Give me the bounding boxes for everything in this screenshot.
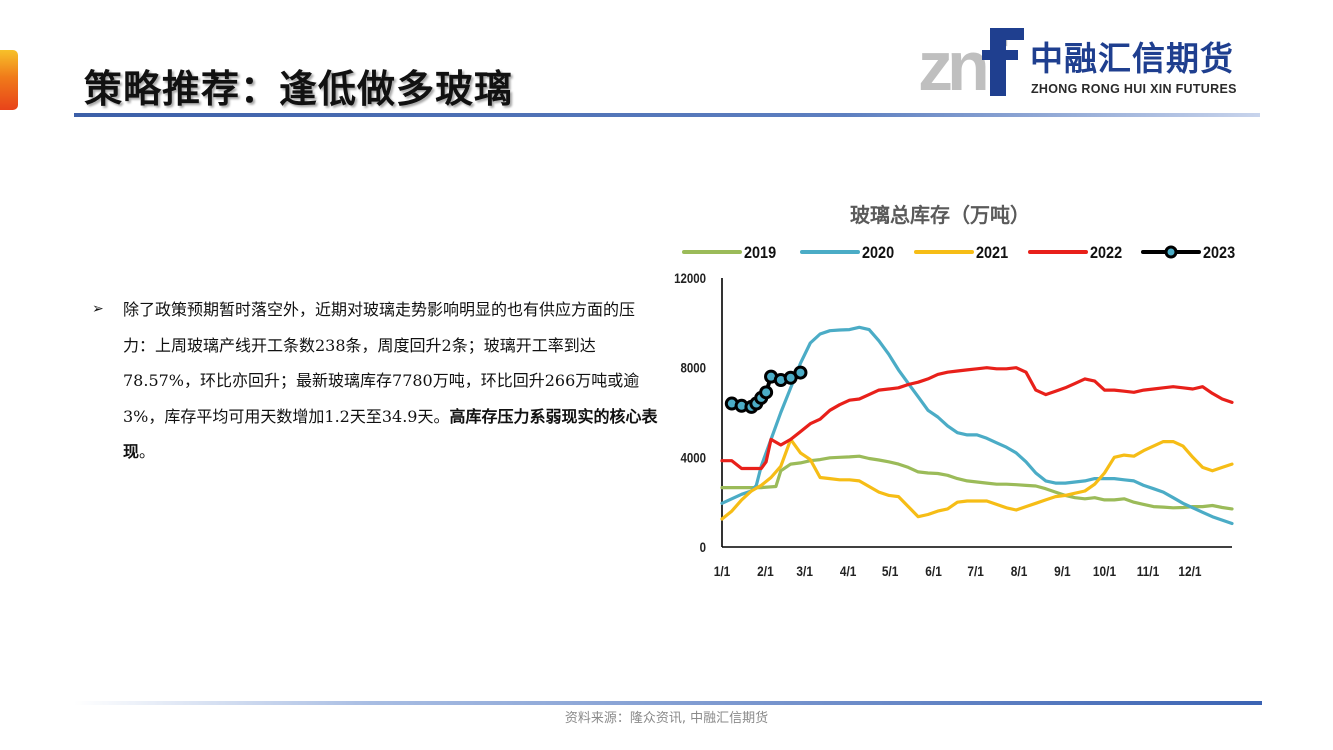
x-tick-label: 6/1 <box>925 563 942 579</box>
x-tick-label: 1/1 <box>714 563 731 579</box>
y-tick-label: 12000 <box>674 270 706 286</box>
series-line-2022 <box>720 366 1234 471</box>
x-tick-label: 4/1 <box>840 563 857 579</box>
legend-label-2022: 2022 <box>1090 244 1122 262</box>
x-tick-label: 7/1 <box>967 563 984 579</box>
y-tick-label: 8000 <box>680 360 706 376</box>
series-line-2020 <box>720 325 1234 526</box>
x-tick-label: 12/1 <box>1178 563 1201 579</box>
znf-logo-icon: znf <box>918 27 1024 100</box>
series-point-2023 <box>759 385 774 400</box>
inventory-line-chart: 0 4000 8000 12000 1/1 2/1 3/1 4/1 5/1 6/1 7/1 8/1 9/… <box>674 244 1235 579</box>
arrow-bullet-icon: ➢ <box>92 301 104 317</box>
x-tick-label: 8/1 <box>1011 563 1028 579</box>
footer-rule <box>74 701 1262 705</box>
logo-company-name-en: ZHONG RONG HUI XIN FUTURES <box>1031 82 1237 96</box>
bullet-point: ➢ 除了政策预期暂时落空外，近期对玻璃走势影响明显的也有供应方面的压力：上周玻璃… <box>92 292 662 470</box>
page-title: 策略推荐：逢低做多玻璃 <box>84 67 514 111</box>
x-tick-label: 9/1 <box>1054 563 1071 579</box>
bullet-text-bold: 高库存压力系弱现实的核心表现 <box>123 406 658 462</box>
legend-label-2020: 2020 <box>862 244 894 262</box>
y-tick-label: 4000 <box>680 449 706 465</box>
x-tick-label: 2/1 <box>757 563 774 579</box>
title-underline <box>74 113 1260 117</box>
x-tick-label: 11/1 <box>1137 563 1159 579</box>
x-tick-label: 10/1 <box>1093 563 1116 579</box>
footer-source: 资料来源：隆众资讯, 中融汇信期货 <box>564 711 769 726</box>
bullet-paragraph: 除了政策预期暂时落空外，近期对玻璃走势影响明显的也有供应方面的压力：上周玻璃产线… <box>123 292 662 470</box>
logo-company-name-cn: 中融汇信期货 <box>1030 39 1234 78</box>
y-tick-label: 0 <box>700 539 706 555</box>
company-logo: znf 中融汇信期货 ZHONG RONG HUI XIN FUTURES <box>918 26 1248 100</box>
legend-label-2021: 2021 <box>976 244 1008 262</box>
bullet-text-end: 。 <box>139 442 156 461</box>
legend-label-2023: 2023 <box>1203 244 1235 262</box>
series-line-2021 <box>720 437 1234 521</box>
header-accent-bar <box>0 50 18 110</box>
chart-title: 玻璃总库存（万吨） <box>850 203 1030 227</box>
legend-label-2019: 2019 <box>744 244 776 262</box>
bullet-text-regular: 除了政策预期暂时落空外，近期对玻璃走势影响明显的也有供应方面的压力：上周玻璃产线… <box>123 300 640 426</box>
x-tick-label: 5/1 <box>882 563 899 579</box>
series-line-2019 <box>720 454 1234 511</box>
x-tick-label: 3/1 <box>796 563 813 579</box>
series-point-2023 <box>793 365 808 380</box>
legend-marker-2023 <box>1164 245 1178 259</box>
